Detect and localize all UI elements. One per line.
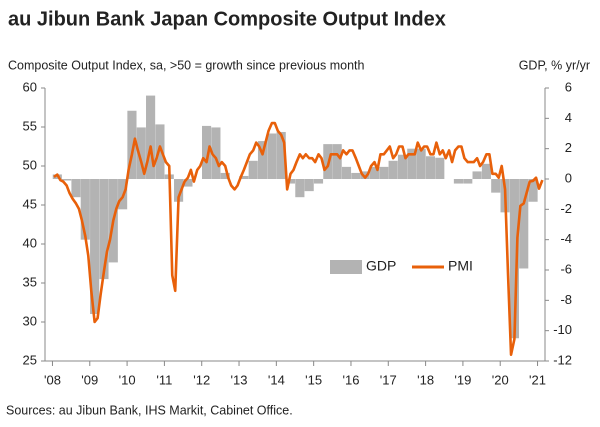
y-tick-label: 50 <box>23 157 37 172</box>
gdp-bar <box>174 179 184 202</box>
x-tick-label: '17 <box>380 372 397 387</box>
x-tick-label: '10 <box>119 372 136 387</box>
gdp-bar <box>463 179 473 184</box>
x-tick-label: '13 <box>231 372 248 387</box>
gdp-bar <box>257 141 268 179</box>
y2-tick-label: -4 <box>560 231 572 246</box>
x-tick-label: '14 <box>268 372 285 387</box>
x-tick-label: '16 <box>342 372 359 387</box>
gdp-bar <box>267 133 277 179</box>
gdp-bar <box>313 179 324 184</box>
gdp-bar <box>220 172 230 179</box>
y2-tick-label: 4 <box>565 110 572 125</box>
y2-tick-label: 6 <box>565 79 572 94</box>
y-tick-label: 25 <box>23 352 37 367</box>
gdp-bar <box>519 179 529 269</box>
y2-tick-label: -10 <box>553 322 572 337</box>
gdp-bar <box>528 179 538 202</box>
x-tick-label: '20 <box>492 372 509 387</box>
legend-swatch <box>330 260 362 274</box>
gdp-bar <box>341 166 352 179</box>
y2-axis-label: GDP, % yr/yr <box>519 58 590 72</box>
gdp-bar <box>71 179 81 198</box>
gdp-bar <box>90 179 100 314</box>
legend-label: PMI <box>448 258 473 274</box>
y-tick-label: 45 <box>23 196 37 211</box>
y2-tick-label: 0 <box>565 170 572 185</box>
gdp-bar <box>360 171 370 179</box>
y-tick-label: 40 <box>23 235 37 250</box>
x-tick-label: '12 <box>193 372 210 387</box>
gdp-bar <box>276 131 286 179</box>
y-tick-label: 60 <box>23 79 37 94</box>
gdp-bar <box>407 148 417 179</box>
gdp-bar <box>285 179 296 184</box>
gdp-bar <box>472 171 482 179</box>
y-tick-label: 55 <box>23 118 37 133</box>
gdp-bar <box>99 179 109 280</box>
source-note: Sources: au Jibun Bank, IHS Markit, Cabi… <box>6 403 293 417</box>
gdp-bar <box>155 124 165 179</box>
gdp-bar <box>397 154 408 179</box>
chart-title: au Jibun Bank Japan Composite Output Ind… <box>8 8 446 30</box>
gdp-bar <box>388 160 398 179</box>
y2-tick-label: -12 <box>553 352 572 367</box>
gdp-bar <box>136 127 146 179</box>
y-tick-label: 30 <box>23 313 37 328</box>
x-tick-label: '09 <box>81 372 98 387</box>
gdp-bar <box>416 148 426 179</box>
x-tick-label: '08 <box>44 372 61 387</box>
gdp-bar <box>491 179 501 193</box>
legend-label: GDP <box>366 258 396 274</box>
gdp-bar <box>304 179 314 192</box>
gdp-bar <box>62 179 72 181</box>
x-tick-label: '21 <box>529 372 546 387</box>
gdp-bar <box>211 127 221 179</box>
gdp-bar <box>183 179 193 187</box>
y-tick-label: 35 <box>23 274 37 289</box>
gdp-bar <box>425 156 436 179</box>
gdp-bar <box>80 179 90 240</box>
x-tick-label: '15 <box>305 372 322 387</box>
y2-tick-label: -8 <box>560 292 572 307</box>
gdp-bar <box>509 179 519 339</box>
gdp-bar <box>351 172 361 179</box>
chart-subtitle: Composite Output Index, sa, >50 = growth… <box>8 58 364 72</box>
pmi-line <box>53 121 544 357</box>
y2-tick-label: -2 <box>560 201 572 216</box>
gdp-bar <box>295 179 305 198</box>
gdp-bar <box>248 160 258 179</box>
x-tick-label: '19 <box>454 372 471 387</box>
gdp-bar <box>146 95 156 179</box>
gdp-bar <box>239 175 249 179</box>
gdp-bar <box>201 125 212 179</box>
gdp-bar <box>379 166 389 179</box>
gdp-bar <box>435 157 445 179</box>
y2-tick-label: 2 <box>565 140 572 155</box>
gdp-bar <box>369 166 380 179</box>
gdp-bar <box>332 144 342 179</box>
gdp-bar <box>481 163 491 179</box>
y2-tick-label: -6 <box>560 261 572 276</box>
gdp-bar <box>127 110 137 179</box>
x-tick-label: '11 <box>156 372 172 387</box>
x-tick-label: '18 <box>417 372 434 387</box>
gdp-bar <box>453 179 464 184</box>
